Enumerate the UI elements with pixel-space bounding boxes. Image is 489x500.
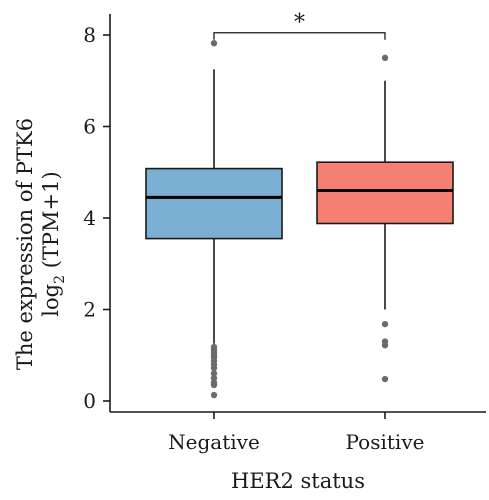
y-tick-label: 2 (83, 298, 96, 322)
y-axis-title-line1: The expression of PTK6 (13, 118, 37, 370)
outlier-point (381, 54, 389, 62)
outlier-point (381, 341, 389, 349)
y-axis-title: The expression of PTK6 log2 (TPM+1) (13, 118, 68, 370)
y-axis-ticks: 0 2 4 6 8 (83, 23, 110, 413)
outlier-point (210, 381, 218, 389)
x-tick-label: Positive (346, 430, 425, 454)
outlier-point (210, 391, 218, 399)
outlier-point (210, 364, 218, 372)
y-tick-label: 0 (83, 389, 96, 413)
plot-marks: * (145, 11, 454, 399)
significance-label: * (294, 11, 305, 36)
box-group-negative (145, 40, 283, 399)
box-group-positive (316, 54, 454, 383)
y-tick-label: 4 (83, 206, 96, 230)
y-tick-label: 6 (83, 115, 96, 139)
outlier-point (210, 370, 218, 377)
box-iqr (316, 161, 454, 225)
x-tick-label: Negative (168, 430, 260, 454)
outlier-point (381, 320, 389, 328)
x-axis-title: HER2 status (231, 469, 365, 493)
outlier-point (210, 40, 218, 47)
significance-bracket: * (213, 11, 386, 40)
significance-line (213, 32, 386, 40)
box-iqr (145, 167, 283, 240)
outlier-point (210, 374, 218, 382)
y-axis-title-line2: log2 (TPM+1) (39, 171, 68, 316)
outlier-point (381, 375, 389, 383)
y-tick-label: 8 (83, 23, 96, 47)
x-axis-ticks: Negative Positive (168, 412, 424, 454)
